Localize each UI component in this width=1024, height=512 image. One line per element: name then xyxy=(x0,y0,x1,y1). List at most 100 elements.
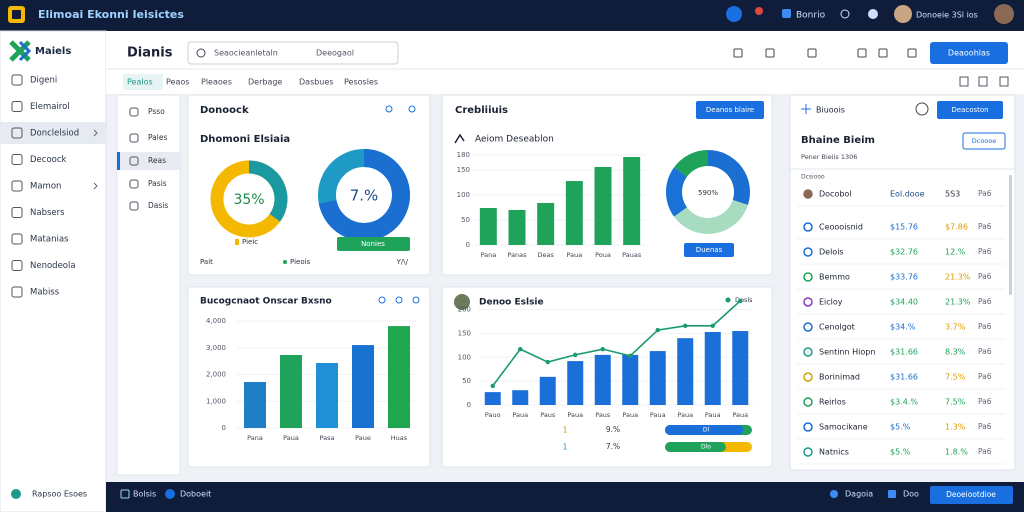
card-icon[interactable] xyxy=(408,105,416,113)
x-tick-label: Paua xyxy=(566,251,582,259)
row-amount: $31.66 xyxy=(890,373,918,382)
nav-item[interactable]: Nabsers xyxy=(30,208,65,218)
footer-link[interactable]: Doo xyxy=(903,490,919,499)
sidebar-footer: Rapsoo Esoes xyxy=(32,490,87,499)
x-tick-label: Panas xyxy=(507,251,527,259)
subnav-item[interactable]: Psso xyxy=(148,107,165,116)
caption-pill xyxy=(684,243,734,257)
row-percent: $7.86 xyxy=(945,223,968,232)
subnav-item[interactable]: Pales xyxy=(148,133,167,142)
card-button[interactable] xyxy=(696,101,764,119)
toolbar-icon[interactable] xyxy=(807,48,817,58)
nav-item[interactable]: Elemairol xyxy=(30,102,70,112)
row-name[interactable]: Eicloy xyxy=(819,298,843,307)
nav-item[interactable]: Decoock xyxy=(30,155,67,165)
row-status: Pa6 xyxy=(978,272,992,281)
tab[interactable]: Pealos xyxy=(127,78,153,87)
donut-arc xyxy=(248,160,288,222)
outline-button[interactable] xyxy=(962,132,1006,150)
row-name[interactable]: Delois xyxy=(819,248,844,257)
subnav-item[interactable]: Reas xyxy=(148,156,166,165)
panel-button[interactable] xyxy=(937,101,1003,119)
help-icon[interactable] xyxy=(915,102,929,116)
footer-button[interactable] xyxy=(930,486,1013,504)
tab[interactable]: Pleaoes xyxy=(201,78,232,87)
footer-link[interactable]: Doboeit xyxy=(180,490,211,499)
y-tick-label: 150 xyxy=(457,166,470,174)
settings-icon[interactable] xyxy=(868,9,878,19)
x-tick-label: Paua xyxy=(512,411,528,419)
line-point xyxy=(545,359,550,365)
nav-item[interactable]: Matanias xyxy=(30,235,69,245)
notification-icon[interactable] xyxy=(726,6,742,22)
footer-link[interactable]: Dagoia xyxy=(845,490,873,499)
tab[interactable]: Derbage xyxy=(248,78,282,87)
row-icon xyxy=(803,247,813,257)
row-amount: $32.76 xyxy=(890,248,918,257)
card-icon[interactable] xyxy=(412,296,420,304)
card-icon[interactable] xyxy=(395,296,403,304)
card-icon[interactable] xyxy=(385,105,393,113)
donut-segment xyxy=(674,199,748,234)
panel-heading: Bhaine Bieim xyxy=(801,135,875,146)
toolbar-icon[interactable] xyxy=(733,48,743,58)
toolbar-icon[interactable] xyxy=(907,48,917,58)
avatar xyxy=(454,294,470,310)
search-box[interactable] xyxy=(187,41,399,65)
view-icon[interactable] xyxy=(999,76,1009,87)
x-tick-label: Paua xyxy=(705,411,721,419)
primary-button[interactable] xyxy=(930,42,1008,64)
card-footer: Pieois xyxy=(290,258,311,266)
line xyxy=(492,300,741,387)
row-name[interactable]: Samocikane xyxy=(819,423,868,432)
view-icon[interactable] xyxy=(959,76,969,87)
toolbar-icon[interactable] xyxy=(857,48,867,58)
view-icon[interactable] xyxy=(978,76,988,87)
row-name[interactable]: Reirlos xyxy=(819,398,846,407)
row-name[interactable]: Borinimad xyxy=(819,373,860,382)
legend-label: Dosls xyxy=(735,296,753,304)
footer-icon xyxy=(11,489,21,499)
nav-item[interactable]: Mamon xyxy=(30,182,61,192)
tab[interactable]: Peaos xyxy=(166,78,189,87)
subnav-item[interactable]: Pasis xyxy=(148,179,167,188)
card-icon[interactable] xyxy=(378,296,386,304)
nav-item[interactable]: Nenodeola xyxy=(30,261,76,271)
row-name[interactable]: Bemmo xyxy=(819,273,850,282)
line-point xyxy=(683,323,688,328)
link-icon xyxy=(782,9,791,18)
toolbar-icon[interactable] xyxy=(878,48,888,58)
nav-item[interactable]: Mabiss xyxy=(30,288,60,298)
subnav-icon xyxy=(129,133,139,143)
nav-item[interactable]: Donclelsiod xyxy=(30,129,79,139)
row-status: Pa6 xyxy=(978,322,992,331)
row-name[interactable]: Docobol xyxy=(819,190,852,199)
top-link[interactable]: Bonrio xyxy=(796,11,826,21)
footer-icon xyxy=(888,490,896,498)
row-status: Pa6 xyxy=(978,447,992,456)
search-icon[interactable] xyxy=(840,9,850,19)
row-percent: 7.5% xyxy=(945,373,966,382)
row-name[interactable]: Natnics xyxy=(819,448,849,457)
row-name[interactable]: Sentinn Hiopn xyxy=(819,348,875,357)
row-amount: $34.% xyxy=(890,323,916,332)
donut-center: 590% xyxy=(698,189,718,197)
nav-item[interactable]: Digeni xyxy=(30,76,57,86)
row-name[interactable]: Cenolgot xyxy=(819,323,855,332)
toolbar-icon[interactable] xyxy=(765,48,775,58)
avatar[interactable] xyxy=(994,4,1014,24)
search-icon xyxy=(196,48,206,58)
tab[interactable]: Dasbues xyxy=(299,78,333,87)
row-percent: 5S3 xyxy=(945,190,960,199)
y-tick-label: 2,000 xyxy=(206,371,226,379)
row-name[interactable]: Ceoooisnid xyxy=(819,223,863,232)
subnav-item[interactable]: Dasis xyxy=(148,201,168,210)
button-label: Deacoston xyxy=(951,106,988,114)
row-icon xyxy=(803,397,813,407)
tab[interactable]: Pesosles xyxy=(344,78,378,87)
brand-logo xyxy=(9,40,31,62)
bar xyxy=(594,354,611,405)
footer-link[interactable]: Bolsis xyxy=(133,490,156,499)
y-tick-label: 50 xyxy=(462,377,471,385)
row-percent: 21.3% xyxy=(945,298,971,307)
